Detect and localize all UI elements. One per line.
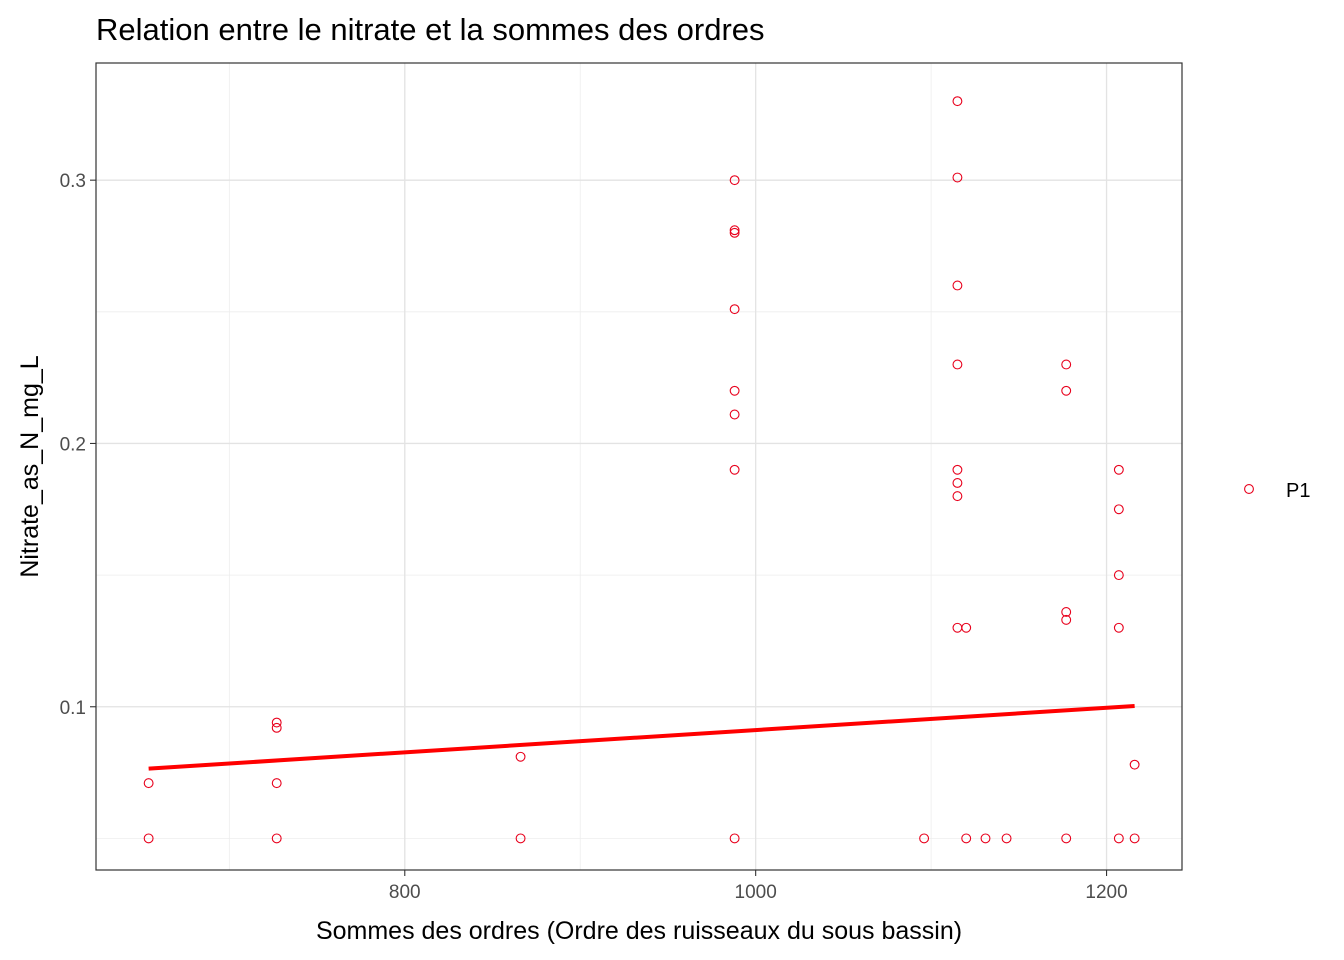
data-point [1113, 464, 1124, 475]
data-point [1129, 759, 1140, 770]
data-point [952, 172, 963, 183]
data-point [729, 409, 740, 420]
data-point [961, 622, 972, 633]
chart-title: Relation entre le nitrate et la sommes d… [96, 12, 765, 47]
data-point [952, 280, 963, 291]
data-point [980, 833, 991, 844]
data-point [1061, 385, 1072, 396]
data-point [1061, 359, 1072, 370]
data-point [143, 778, 154, 789]
data-point [729, 385, 740, 396]
data-point [271, 717, 282, 728]
x-tick-label: 1000 [735, 882, 777, 903]
data-point [952, 464, 963, 475]
data-point [729, 175, 740, 186]
legend: P1 [1244, 480, 1310, 502]
plot-panel [96, 63, 1182, 870]
fit-line [148, 703, 1135, 771]
data-point [1113, 833, 1124, 844]
data-point [271, 722, 282, 733]
x-axis-title: Sommes des ordres (Ordre des ruisseaux d… [316, 917, 962, 945]
data-point [515, 751, 526, 762]
data-point [1061, 607, 1072, 617]
grid-lines [96, 63, 1182, 870]
data-point [1113, 622, 1124, 633]
data-point [952, 491, 963, 502]
data-point [952, 359, 963, 370]
legend-label-p1: P1 [1286, 480, 1310, 502]
data-point [729, 304, 740, 315]
x-tick-label: 800 [389, 882, 421, 903]
data-point [961, 833, 972, 844]
scatter-points [143, 96, 1140, 844]
data-point [729, 227, 740, 238]
data-point [1061, 614, 1072, 625]
data-point [1113, 504, 1124, 515]
data-point [515, 833, 526, 844]
data-point [952, 478, 963, 488]
legend-key-p1 [1244, 484, 1254, 494]
data-point [271, 778, 282, 789]
y-axis: 0.1 0.2 0.3 [60, 171, 96, 719]
y-tick-label: 0.2 [60, 434, 86, 455]
data-point [729, 464, 740, 475]
y-tick-label: 0.1 [60, 698, 86, 719]
x-axis: 800 1000 1200 [389, 870, 1128, 903]
y-tick-label: 0.3 [60, 171, 86, 192]
data-point [1061, 833, 1072, 844]
regression-line [148, 703, 1135, 771]
data-point [271, 833, 282, 844]
data-point [919, 833, 930, 844]
data-point [1001, 833, 1012, 844]
data-point [729, 225, 740, 236]
data-point [952, 96, 963, 107]
x-tick-label: 1200 [1085, 882, 1127, 903]
data-point [1129, 833, 1140, 844]
data-point [729, 833, 740, 844]
data-point [1113, 570, 1124, 581]
plot-border [95, 62, 1183, 871]
data-point [143, 833, 154, 844]
y-axis-title: Nitrate_as_N_mg_L [16, 355, 44, 577]
